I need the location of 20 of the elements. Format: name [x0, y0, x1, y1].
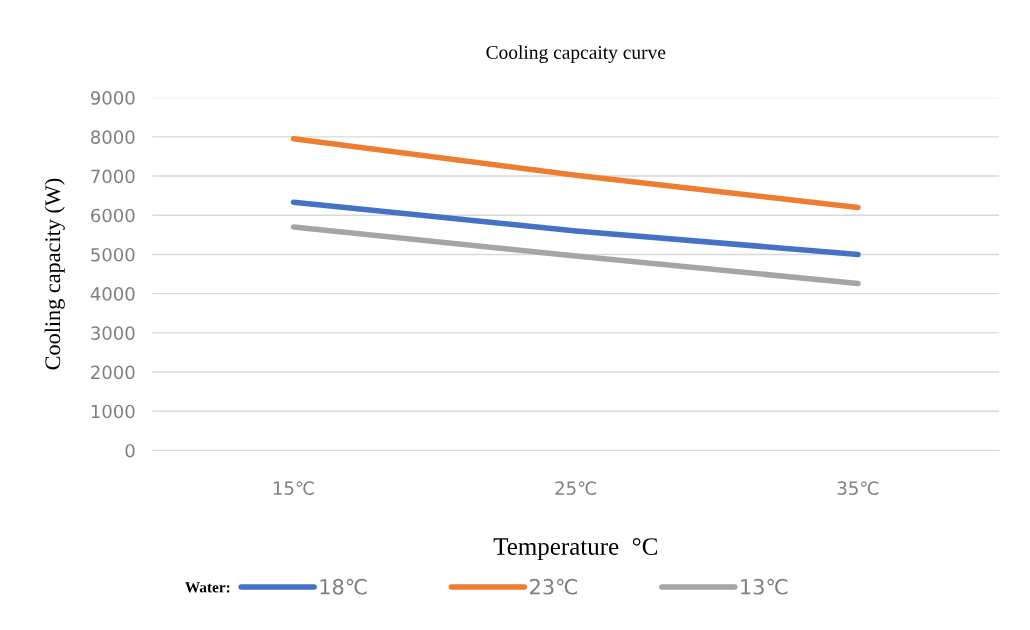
x-tick-label: 25℃ — [555, 481, 597, 495]
y-tick-label: 0 — [125, 443, 135, 458]
y-tick-label: 5000 — [91, 247, 135, 262]
x-tick-label: 15℃ — [273, 481, 314, 495]
x-tick-label: 35℃ — [837, 481, 879, 495]
y-tick-label: 4000 — [90, 287, 135, 301]
y-tick-label: 7000 — [91, 169, 135, 184]
legend-title: Water: — [185, 582, 230, 593]
legend-label: 13℃ — [741, 578, 788, 595]
y-tick-label: 6000 — [91, 208, 135, 223]
legend-label: 18℃ — [320, 578, 367, 595]
y-tick-label: 9000 — [90, 91, 135, 105]
y-tick-label: 2000 — [91, 365, 135, 380]
y-tick-label: 8000 — [91, 130, 135, 144]
legend-label: 23℃ — [530, 578, 578, 595]
y-tick-label: 3000 — [91, 326, 135, 340]
x-axis-title: Temperature °C — [493, 538, 657, 561]
y-tick-label: 1000 — [91, 404, 135, 419]
chart-title: Cooling capcaity curve — [486, 45, 666, 63]
y-axis-title: Cooling capacity (W) — [44, 178, 65, 370]
